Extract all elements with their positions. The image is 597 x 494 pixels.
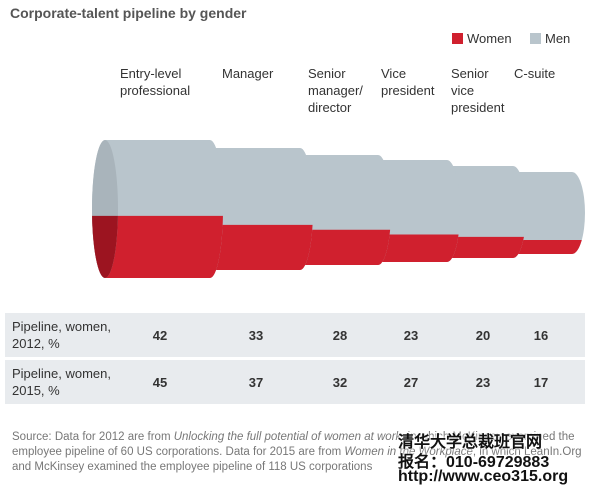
watermark: 清华大学总裁班官网 (398, 434, 543, 451)
source-text: , in which McKinsey examined the employe… (12, 431, 575, 458)
table-value: 23 (403, 328, 419, 343)
bar (503, 240, 582, 254)
bar (436, 236, 524, 258)
bar (366, 234, 459, 262)
legend-label: Men (545, 31, 570, 46)
category-label: Senior manager/ director (308, 66, 363, 115)
table-value: 45 (152, 375, 168, 390)
table-value: 32 (332, 375, 348, 390)
table-value: 23 (475, 375, 491, 390)
watermark: http://www.ceo315.org (398, 468, 569, 485)
chart-title: Corporate-talent pipeline by gender (10, 5, 247, 21)
row-label: Pipeline, women, 2012, % (12, 319, 111, 351)
table-value: 27 (403, 375, 419, 390)
category-label: Entry-level professional (120, 66, 191, 98)
table-value: 16 (533, 328, 549, 343)
row-background (5, 360, 585, 404)
source-title: Women in the Workplace (344, 446, 473, 458)
source-title: Unlocking the full potential of women at… (173, 431, 402, 443)
table-value: 28 (332, 328, 348, 343)
legend-label: Women (467, 31, 512, 46)
table-value: 20 (475, 328, 491, 343)
category-label: Manager (222, 66, 274, 81)
watermark: 报名：010-69729883 (398, 454, 550, 471)
category-label: Senior vice president (451, 66, 505, 115)
category-label: C-suite (514, 66, 556, 81)
cylinder-end (92, 215, 118, 278)
bar (92, 215, 223, 278)
row-label: Pipeline, women, 2015, % (12, 366, 111, 398)
category-label: Vice president (381, 66, 435, 98)
legend-swatch (452, 33, 463, 44)
table-value: 33 (248, 328, 264, 343)
source-note: Source: Data for 2012 are from Unlocking… (12, 430, 587, 475)
table-value: 37 (248, 375, 264, 390)
legend-swatch (530, 33, 541, 44)
row-background (5, 313, 585, 357)
bar (197, 224, 313, 270)
source-text: , in which LeanIn.Org and McKinsey exami… (12, 446, 582, 473)
table-value: 42 (152, 328, 168, 343)
table-value: 17 (533, 375, 549, 390)
bar (287, 229, 391, 265)
source-text: Source: Data for 2012 are from (12, 431, 174, 443)
